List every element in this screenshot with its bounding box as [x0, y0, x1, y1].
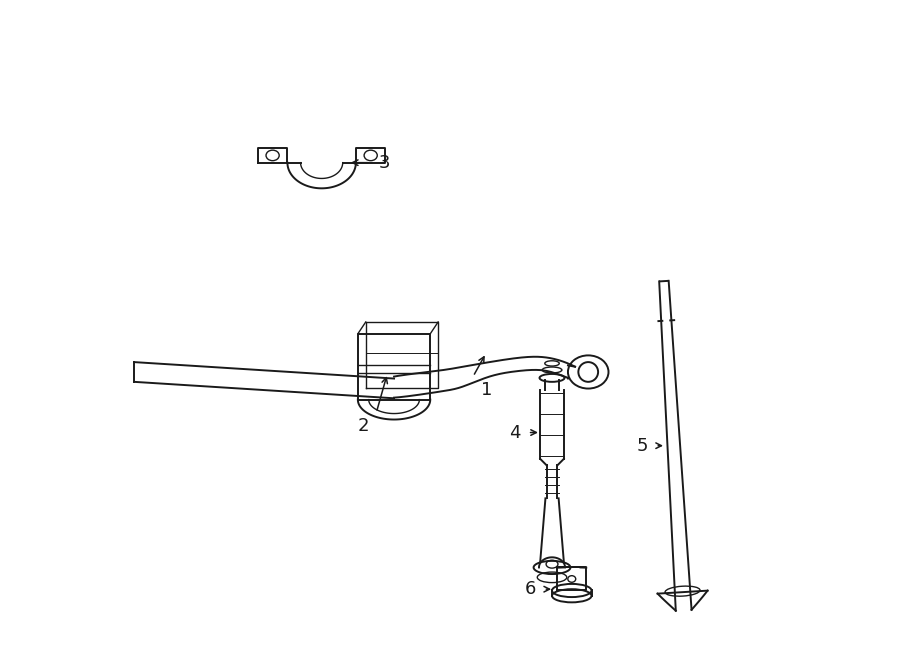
Text: 3: 3: [378, 153, 390, 172]
Text: 6: 6: [525, 580, 536, 598]
Text: 5: 5: [636, 437, 648, 455]
Text: 4: 4: [508, 424, 520, 442]
Text: 2: 2: [357, 417, 369, 435]
Text: 1: 1: [481, 381, 492, 399]
